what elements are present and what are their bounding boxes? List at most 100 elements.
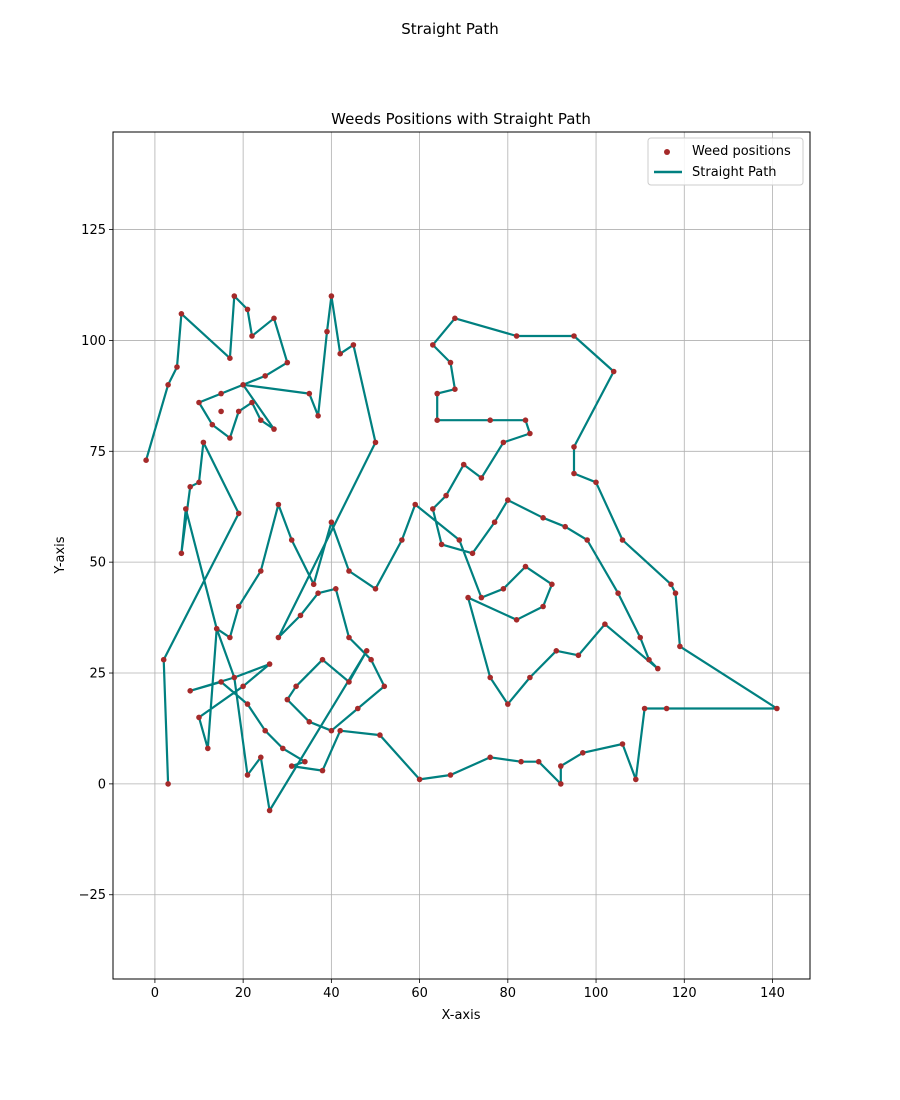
weed-point xyxy=(262,727,269,734)
weed-point xyxy=(452,315,458,322)
weed-point xyxy=(227,355,233,362)
y-tick-label: 25 xyxy=(89,667,106,682)
y-tick-label: 0 xyxy=(98,777,106,792)
weed-point xyxy=(231,674,238,681)
weed-point xyxy=(244,772,251,778)
weed-point xyxy=(527,674,533,681)
weed-point xyxy=(235,510,242,517)
weed-point xyxy=(209,421,216,428)
weed-point xyxy=(571,444,577,450)
weed-point xyxy=(372,439,379,446)
weed-point xyxy=(558,781,564,787)
weed-point xyxy=(668,581,674,588)
weed-point xyxy=(306,719,313,725)
weed-point xyxy=(178,550,185,557)
weed-point xyxy=(165,781,171,787)
plot-area xyxy=(113,132,810,979)
weed-point xyxy=(575,652,582,659)
weed-point xyxy=(183,506,189,512)
weed-point xyxy=(610,368,617,375)
weed-point xyxy=(619,537,626,543)
weed-point xyxy=(328,519,335,525)
weed-point xyxy=(333,586,339,592)
weed-point xyxy=(227,435,233,441)
weed-point xyxy=(244,306,251,313)
legend-path-label: Straight Path xyxy=(692,165,777,180)
weed-point xyxy=(306,390,313,397)
weed-point xyxy=(258,417,264,424)
weed-point xyxy=(280,745,286,752)
weed-point xyxy=(337,727,344,734)
weed-point xyxy=(258,754,264,761)
weed-point xyxy=(434,390,441,397)
weed-point xyxy=(381,683,388,690)
weed-point xyxy=(593,479,599,486)
weed-point xyxy=(235,603,242,610)
weed-point xyxy=(368,656,374,663)
weed-point xyxy=(460,461,467,468)
weed-point xyxy=(372,586,379,592)
legend: Weed positions Straight Path xyxy=(647,137,804,186)
weed-point xyxy=(160,656,167,663)
weed-point xyxy=(187,484,193,490)
weed-point xyxy=(487,417,494,424)
weed-point xyxy=(258,568,264,574)
weed-point xyxy=(399,537,405,543)
legend-weed-label: Weed positions xyxy=(692,144,791,159)
y-tick-label: 125 xyxy=(81,223,106,238)
weed-point xyxy=(478,594,485,601)
weed-point xyxy=(355,705,361,712)
weed-point xyxy=(271,315,277,322)
plot-frame xyxy=(112,131,811,980)
x-tick-label: 80 xyxy=(500,986,517,1001)
y-tick-label: 75 xyxy=(89,445,106,460)
weed-point xyxy=(619,741,626,747)
x-tick-label: 120 xyxy=(672,986,697,1001)
weed-point xyxy=(500,586,507,592)
weed-point xyxy=(346,568,352,574)
weed-point xyxy=(249,333,255,339)
weed-point xyxy=(478,475,485,481)
weed-point xyxy=(469,550,476,557)
weed-point xyxy=(677,643,683,650)
weed-point xyxy=(540,515,546,521)
weed-point xyxy=(319,656,326,663)
weed-point xyxy=(491,519,498,525)
weed-point xyxy=(774,705,780,712)
weed-point xyxy=(522,417,529,424)
weed-point xyxy=(284,696,291,703)
weed-point xyxy=(513,617,520,623)
weed-point xyxy=(505,701,511,707)
weed-point xyxy=(584,537,590,543)
weed-point xyxy=(328,727,335,734)
weed-point xyxy=(637,634,643,641)
weed-point xyxy=(262,373,269,379)
x-axis-ticks: 0 20 40 60 80 100 120 140 xyxy=(151,979,785,1001)
weed-point xyxy=(328,293,335,299)
weed-point xyxy=(165,382,171,388)
weed-point xyxy=(549,581,555,588)
weed-point xyxy=(196,399,202,406)
weed-point xyxy=(522,563,529,570)
x-tick-label: 20 xyxy=(235,986,252,1001)
weed-point xyxy=(663,705,670,712)
weed-point xyxy=(275,501,282,508)
weed-point xyxy=(430,342,436,348)
weed-point xyxy=(143,457,149,464)
weed-point xyxy=(174,364,180,370)
legend-frame xyxy=(647,137,804,186)
weed-point xyxy=(434,417,441,424)
weed-point xyxy=(275,634,282,641)
weed-point xyxy=(319,767,326,774)
weed-point xyxy=(240,683,246,690)
weed-point xyxy=(571,470,577,477)
weed-point xyxy=(641,705,648,712)
weed-point xyxy=(244,701,251,707)
weed-point xyxy=(271,426,277,432)
weed-point xyxy=(527,430,533,437)
weed-point xyxy=(218,408,224,415)
weed-point xyxy=(196,714,202,721)
weed-point xyxy=(337,350,344,357)
weed-point xyxy=(284,359,291,366)
